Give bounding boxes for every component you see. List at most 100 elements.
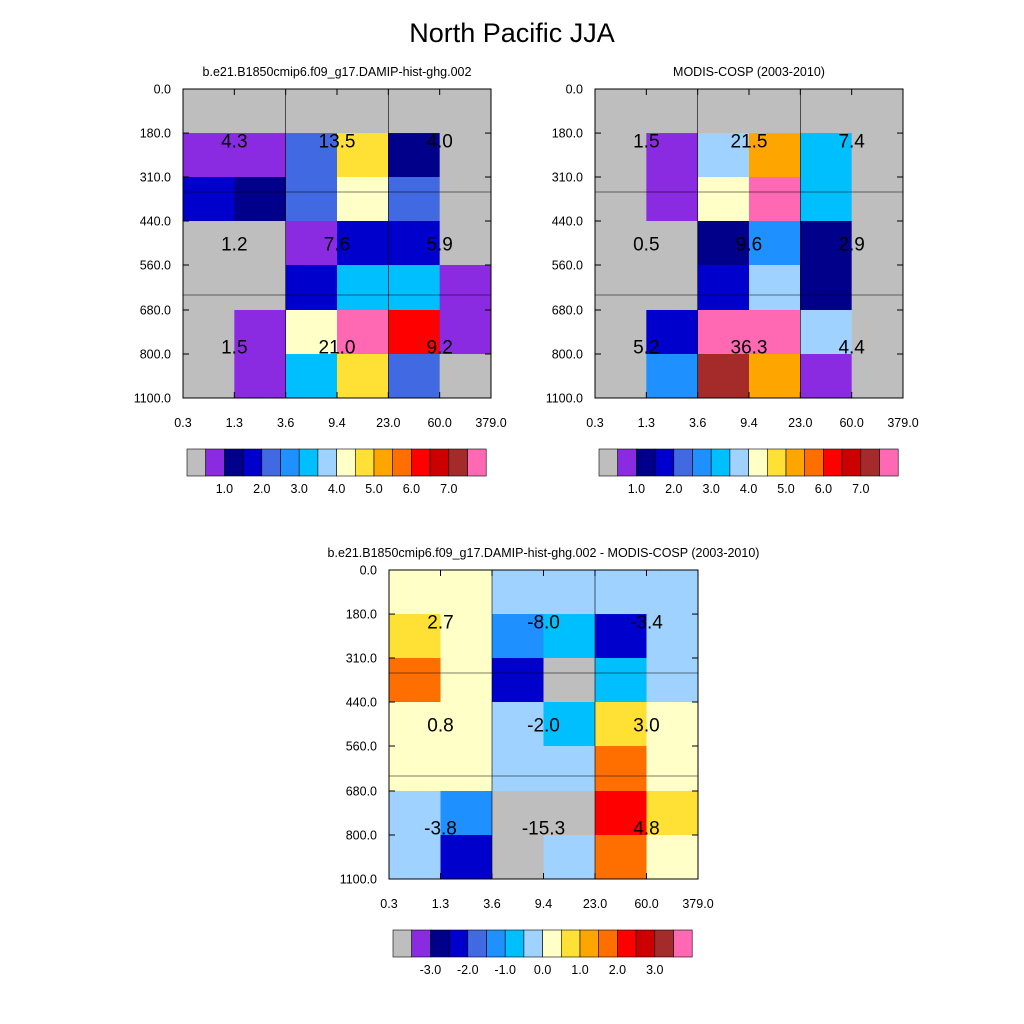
block-value-label: 5.9 [426,235,452,256]
colorbar-label: 7.0 [852,482,869,496]
colorbar-box [579,929,600,958]
heatmap-cell [285,89,338,134]
heatmap-cell [646,265,699,311]
heatmap-cell [595,89,647,134]
heatmap-cell [646,353,699,399]
colorbar-label: -1.0 [494,963,516,977]
y-tick-label: 1100.0 [340,873,377,887]
block-value-label: 2.9 [838,235,864,256]
colorbar-label: 3.0 [646,963,663,977]
heatmap-cell [851,265,904,311]
y-tick-label: 680.0 [552,303,583,317]
y-tick-label: 0.0 [154,83,171,97]
block-value-label: -3.4 [630,613,663,634]
colorbar-box [635,929,656,958]
heatmap-panel-1: b.e21.B1850cmip6.f09_g17.DAMIP-hist-ghg.… [134,65,507,496]
heatmap-cell [851,89,904,134]
heatmap-cell [749,89,801,134]
colorbar: 1.0 2.0 3.0 4.0 5.0 6.0 7.0 [598,448,899,496]
colorbar-box [766,448,787,477]
heatmap-cell [234,89,287,134]
heatmap-cell [440,790,493,836]
heatmap-cell [543,614,596,659]
heatmap-cell [543,702,596,747]
heatmap-cell [492,570,544,615]
heatmap-cell [183,265,235,311]
colorbar-box [654,929,674,958]
heatmap-cell [646,221,699,266]
colorbar-box [430,929,450,958]
heatmap-panel-3: b.e21.B1850cmip6.f09_g17.DAMIP-hist-ghg.… [328,546,760,977]
colorbar-box [692,448,712,477]
heatmap-cell [234,221,287,266]
heatmap-cell [543,570,596,615]
colorbar-box [673,929,693,958]
colorbar-box [242,448,263,477]
block-value-label: -2.0 [527,716,560,737]
colorbar-box [636,448,656,477]
heatmap-cell [800,221,853,266]
y-tick-label: 0.0 [566,83,583,97]
colorbar-box [729,448,749,477]
colorbar-label: 6.0 [403,482,420,496]
heatmap-cell [337,265,389,311]
colorbar-box [429,448,450,477]
y-tick-label: 560.0 [140,259,171,273]
heatmap-cell [697,309,750,355]
x-tick-label: 379.0 [475,416,506,430]
x-tick-label: 3.6 [483,897,500,911]
heatmap-cell [285,133,338,178]
y-tick-label: 0.0 [360,564,377,578]
heatmap-cell [800,353,853,399]
colorbar-box [373,448,394,477]
heatmap-cell [439,221,492,266]
heatmap-cell [646,746,699,792]
heatmap-cell [492,834,544,880]
heatmap-cell [595,221,647,266]
heatmap-cell [851,221,904,266]
heatmap-cell [492,658,544,703]
heatmap-cell [595,702,647,747]
colorbar-box [598,448,619,477]
colorbar-label: 2.0 [665,482,682,496]
heatmap-cell [183,353,235,399]
heatmap-cell [646,309,699,355]
heatmap-cell [183,309,235,355]
heatmap-cell [800,133,853,178]
colorbar-box [261,448,281,477]
heatmap-cell [388,89,441,134]
block-value-label: 2.7 [427,613,453,634]
block-value-label: 5.2 [633,338,659,359]
y-tick-label: 440.0 [140,215,171,229]
colorbar-label: -2.0 [457,963,479,977]
heatmap-cell [697,177,750,222]
x-tick-label: 60.0 [634,897,658,911]
x-tick-label: 1.3 [638,416,655,430]
colorbar-box [224,448,244,477]
y-tick-label: 440.0 [552,215,583,229]
heatmap-cell [697,265,750,311]
heatmap-cell [440,834,493,880]
heatmap-cell [646,834,699,880]
colorbar-box [504,929,525,958]
y-tick-label: 800.0 [140,347,171,361]
y-tick-label: 560.0 [552,259,583,273]
heatmap-cell [337,353,389,399]
heatmap-cell [234,177,287,222]
colorbar-label: 3.0 [291,482,308,496]
colorbar-box [467,448,487,477]
colorbar-box [298,448,319,477]
x-tick-label: 9.4 [740,416,757,430]
block-value-label: 4.4 [838,338,865,359]
block-value-label: 7.6 [324,235,350,256]
heatmap-cell [851,309,904,355]
heatmap-cell [697,353,750,399]
colorbar-box [785,448,806,477]
heatmap-cell [234,353,287,399]
x-tick-label: 23.0 [788,416,812,430]
heatmap-cell [389,790,441,836]
heatmap-cell [749,221,801,266]
x-tick-label: 60.0 [839,416,863,430]
colorbar-box [617,448,637,477]
panel-title: b.e21.B1850cmip6.f09_g17.DAMIP-hist-ghg.… [203,65,472,79]
